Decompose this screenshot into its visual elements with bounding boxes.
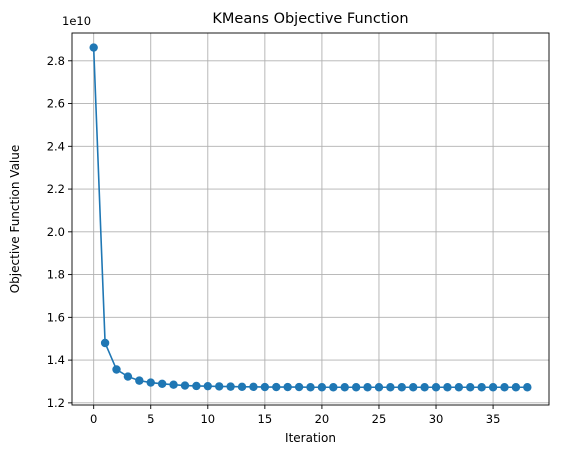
x-tick-label: 0	[90, 412, 97, 426]
grid	[72, 33, 549, 405]
data-point	[351, 383, 361, 392]
x-tick-label: 10	[200, 412, 215, 426]
data-point	[523, 383, 532, 392]
axis-ticks: 0 5 10 15 20 25 30 35 1.2 1.4 1.6 1.8 2.0 2.2 2.4 2.6 2.…	[47, 54, 501, 426]
data-point	[89, 43, 98, 52]
plot-frame	[71, 32, 550, 406]
y-axis-label: Objective Function Value	[8, 145, 22, 294]
y-tick-label: 1.4	[47, 353, 65, 367]
y-tick-label: 1.6	[47, 310, 65, 324]
y-tick-label: 2.8	[47, 54, 65, 68]
data-point	[169, 380, 178, 389]
y-tick-label: 2.6	[47, 97, 65, 111]
x-tick-label: 30	[429, 412, 444, 426]
data-point	[157, 379, 167, 389]
data-point	[180, 381, 190, 390]
x-tick-label: 5	[147, 412, 154, 426]
y-tick-label: 2.2	[47, 182, 65, 196]
data-point	[488, 383, 498, 392]
data-point	[135, 376, 144, 385]
data-point	[192, 381, 201, 391]
data-point	[420, 383, 429, 392]
data-point	[477, 383, 486, 392]
data-point	[409, 383, 418, 392]
x-tick-label: 35	[486, 412, 501, 426]
data-point	[454, 383, 464, 392]
data-point	[500, 383, 509, 392]
data-point	[386, 383, 395, 392]
data-point	[100, 338, 110, 348]
data-point	[283, 382, 292, 392]
series-layer	[89, 43, 532, 392]
y-tick-label: 1.2	[47, 396, 65, 410]
data-point	[329, 383, 338, 392]
data-point	[431, 383, 441, 392]
data-point	[294, 382, 304, 392]
x-axis-label: Iteration	[285, 431, 336, 445]
data-point	[374, 383, 384, 392]
data-point	[340, 383, 349, 392]
data-point	[260, 382, 270, 392]
data-point	[146, 378, 155, 387]
series-line	[92, 47, 528, 389]
x-tick-label: 25	[372, 412, 387, 426]
data-point	[249, 382, 258, 392]
data-point	[397, 383, 406, 392]
data-point	[511, 383, 521, 392]
data-point	[272, 382, 281, 392]
data-point	[215, 382, 224, 391]
data-point	[226, 382, 235, 391]
y-tick-label: 2.4	[47, 139, 65, 153]
x-tick-label: 20	[315, 412, 330, 426]
data-point	[317, 383, 327, 392]
data-point	[443, 383, 452, 392]
x-tick-label: 15	[258, 412, 273, 426]
chart-title: KMeans Objective Function	[212, 11, 408, 27]
data-point	[363, 383, 372, 392]
y-tick-label: 2.0	[47, 225, 65, 239]
data-point	[203, 381, 212, 391]
data-point	[112, 365, 121, 374]
data-point	[306, 383, 315, 392]
y-tick-label: 1.8	[47, 268, 65, 282]
data-point	[123, 372, 133, 381]
data-point	[237, 382, 247, 392]
data-point	[466, 383, 475, 392]
y-offset-label: 1e10	[62, 14, 91, 28]
